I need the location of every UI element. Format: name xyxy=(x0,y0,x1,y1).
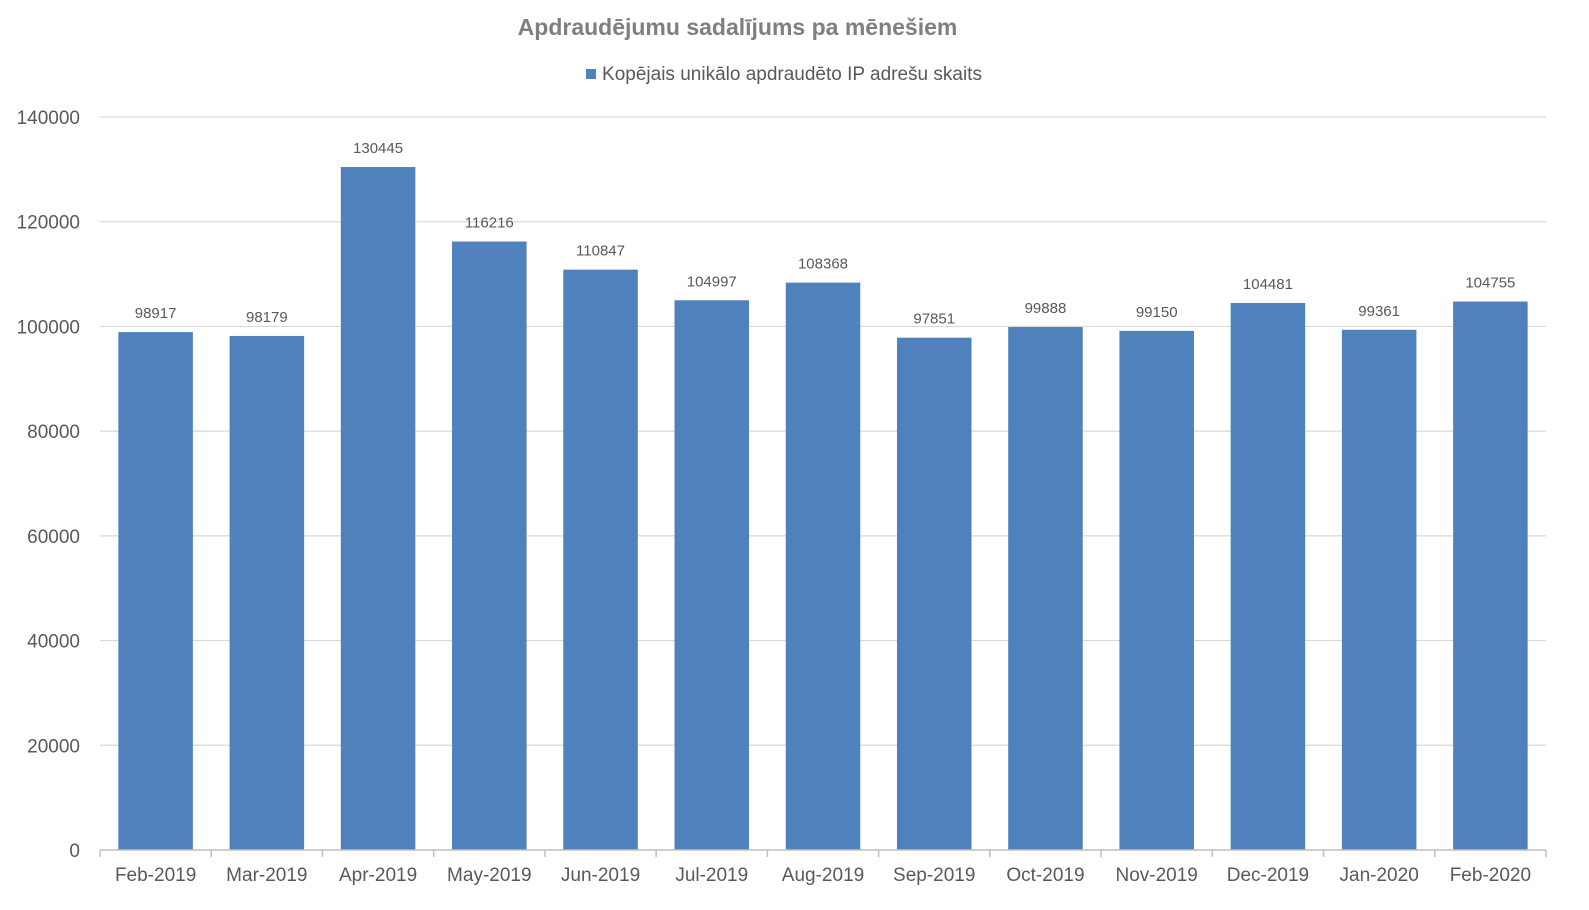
y-tick-label: 40000 xyxy=(27,632,80,653)
bar xyxy=(674,300,750,850)
data-label: 99361 xyxy=(1358,303,1400,320)
bars xyxy=(118,167,1528,851)
y-tick-label: 60000 xyxy=(27,527,80,548)
y-axis-ticks: 0 20000 40000 60000 80000 100000 120000 140000 xyxy=(17,108,80,862)
bar xyxy=(1341,329,1417,851)
x-axis-ticks: Feb-2019 Mar-2019 Apr-2019 May-2019 Jun-2019… xyxy=(115,865,1531,886)
bar xyxy=(118,332,193,850)
legend-swatch xyxy=(586,69,597,79)
x-tick-label: Apr-2019 xyxy=(339,865,417,886)
x-axis xyxy=(99,849,1547,857)
bar xyxy=(1119,330,1194,851)
x-tick-label: Nov-2019 xyxy=(1115,865,1197,886)
data-label: 99888 xyxy=(1025,300,1067,317)
x-tick-label: Jul-2019 xyxy=(675,865,748,886)
bar xyxy=(452,241,527,850)
y-tick-label: 120000 xyxy=(17,213,80,234)
bar xyxy=(340,167,416,851)
x-tick-label: May-2019 xyxy=(447,865,532,886)
legend: Kopējais unikālo apdraudēto IP adrešu sk… xyxy=(0,64,1568,86)
data-label: 97851 xyxy=(913,311,955,328)
x-tick-label: Sep-2019 xyxy=(893,865,975,886)
bar xyxy=(1230,302,1306,850)
data-label: 104997 xyxy=(687,273,737,290)
bar xyxy=(1008,327,1083,850)
data-label: 104755 xyxy=(1465,275,1515,292)
x-tick-label: Feb-2020 xyxy=(1450,865,1531,886)
x-tick-label: Aug-2019 xyxy=(782,865,864,886)
y-tick-label: 0 xyxy=(69,841,80,862)
data-label: 108368 xyxy=(798,256,848,273)
y-tick-label: 20000 xyxy=(27,736,80,757)
chart-title: Apdraudējumu sadalījums pa mēnešiem xyxy=(517,14,958,40)
bar xyxy=(785,282,861,851)
y-tick-label: 80000 xyxy=(27,422,80,443)
data-label: 130445 xyxy=(353,140,403,157)
data-label: 110847 xyxy=(576,243,625,260)
data-label: 98917 xyxy=(135,305,177,322)
bar xyxy=(229,335,305,851)
x-tick-label: Dec-2019 xyxy=(1227,865,1309,886)
y-tick-label: 100000 xyxy=(17,317,80,338)
x-tick-label: Feb-2019 xyxy=(115,865,196,886)
data-label: 116216 xyxy=(465,215,514,232)
legend-label: Kopējais unikālo apdraudēto IP adrešu sk… xyxy=(602,64,982,85)
bar xyxy=(1453,301,1528,851)
bar xyxy=(563,269,638,850)
x-tick-label: Oct-2019 xyxy=(1006,865,1084,886)
x-tick-label: Jun-2019 xyxy=(561,865,640,886)
data-label: 98179 xyxy=(246,309,288,326)
bar xyxy=(896,337,972,850)
data-label: 104481 xyxy=(1243,276,1293,293)
x-tick-label: Jan-2020 xyxy=(1340,865,1419,886)
y-tick-label: 140000 xyxy=(17,108,80,129)
x-tick-label: Mar-2019 xyxy=(226,865,307,886)
data-labels: 98917 98179 130445 116216 110847 104997 108368… xyxy=(135,140,1516,328)
data-label: 99150 xyxy=(1136,304,1178,321)
